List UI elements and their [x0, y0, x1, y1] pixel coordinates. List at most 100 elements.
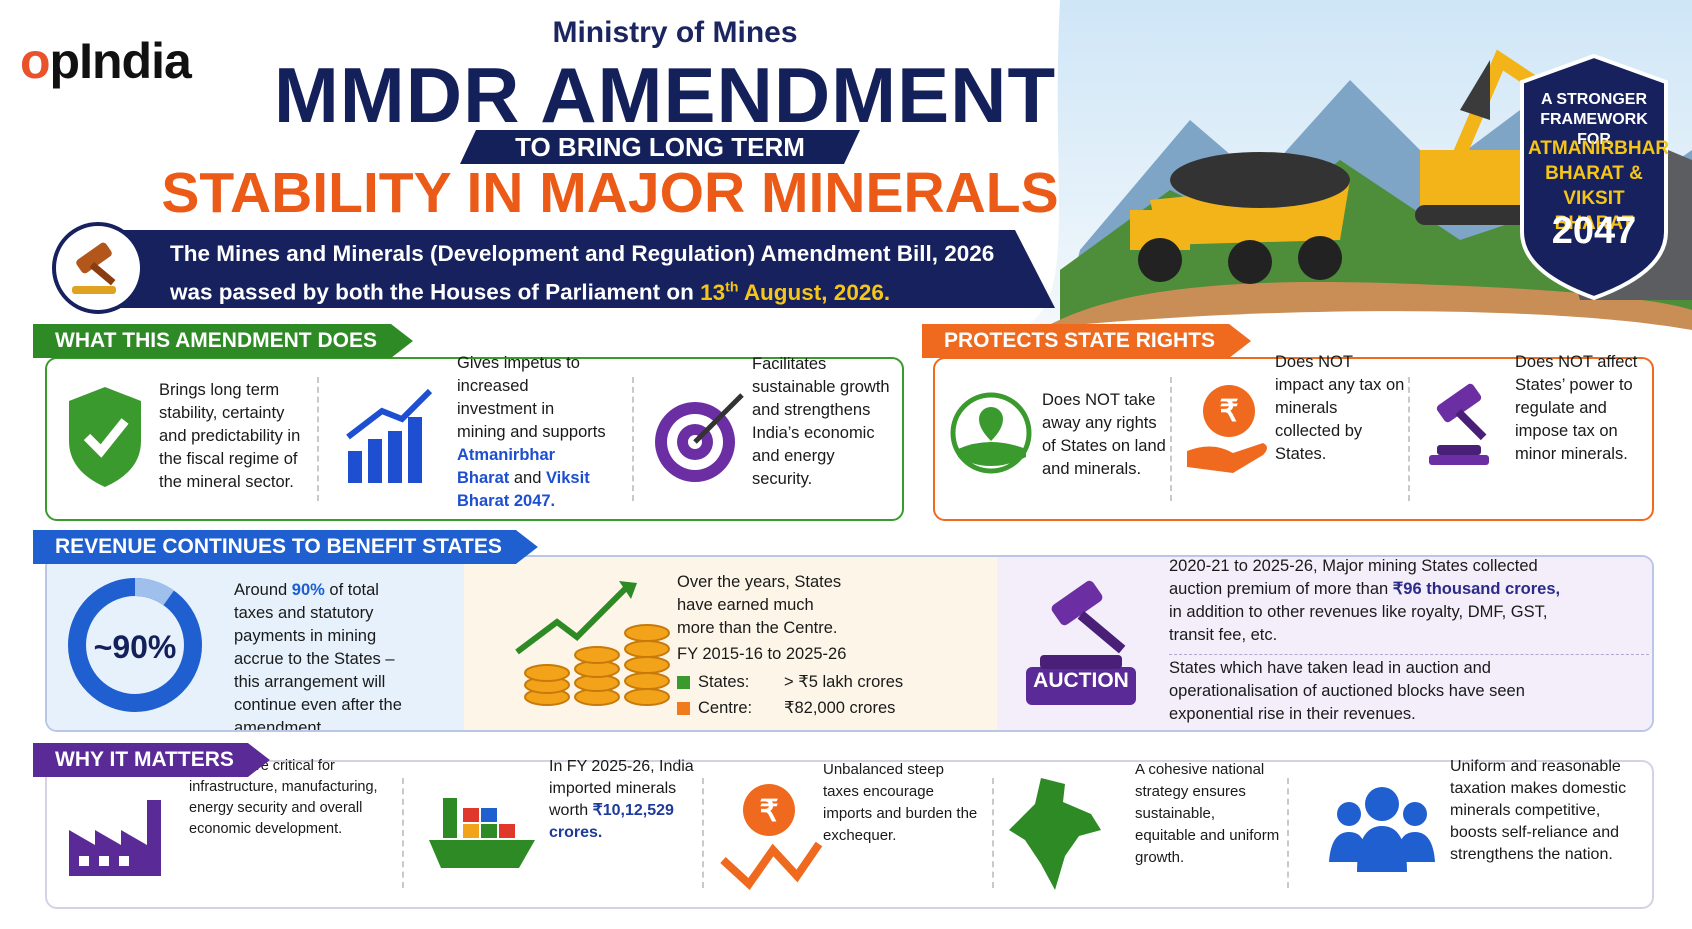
date-day: 13 [700, 279, 726, 305]
banner: TO BRING LONG TERM [460, 130, 860, 164]
divider [1408, 377, 1410, 501]
india-map-icon [1009, 778, 1101, 890]
badge-shape [1520, 53, 1668, 301]
legend-amount: ₹82,000 crores [784, 699, 896, 717]
divider [317, 377, 319, 501]
why-item: Unbalanced steep taxes encourage imports… [823, 759, 983, 847]
growth-icon [346, 388, 433, 483]
legend: States: > ₹5 lakh crores Centre: ₹82,000 cr… [677, 669, 977, 721]
coins-icon [515, 581, 670, 706]
ring [68, 578, 202, 712]
date-rest: August, 2026. [743, 279, 891, 305]
rights-box: Does NOT take away any rights of States … [933, 353, 1654, 521]
section-tab: WHY IT MATTERS [33, 743, 270, 777]
divider [632, 377, 634, 501]
tax-burden-icon: ₹ [720, 784, 823, 890]
period: FY 2015-16 to 2025-26 [677, 645, 847, 663]
body-text: Around [234, 581, 292, 599]
auction-icon [1026, 580, 1136, 705]
revenue-box: ~90% Around 90% of total taxes and statu… [45, 555, 1654, 732]
body-text: Facilitates sustainable growth and stren… [752, 355, 890, 488]
body-text: Does NOT take away any rights of States … [1042, 391, 1166, 478]
highlight-text: 90% [291, 581, 325, 599]
divider [1170, 377, 1172, 501]
excavator [1415, 49, 1587, 225]
rights-item: Does NOT affect States’ power to regulat… [1515, 351, 1645, 466]
dump-truck [1130, 152, 1350, 284]
rights-item: Does NOT take away any rights of States … [1042, 389, 1172, 481]
gavel-icon [52, 222, 144, 314]
what-item: Gives impetus to increased investment in… [457, 352, 607, 513]
body-text: States which have taken lead in auction … [1169, 659, 1525, 723]
section-tab: REVENUE CONTINUES TO BENEFIT STATES [33, 530, 538, 564]
why-item: In FY 2025-26, India imported minerals w… [549, 756, 694, 844]
section-tab: WHAT THIS AMENDMENT DOES [33, 324, 413, 358]
legend-swatch [677, 701, 690, 715]
svg-text:₹: ₹ [759, 795, 778, 828]
body-text: Brings long term stability, certainty an… [159, 381, 301, 491]
highlight-text: ₹96 thousand crores, [1392, 580, 1561, 598]
what-box: Brings long term stability, certainty an… [45, 354, 904, 521]
ring-label: ~90% [93, 629, 177, 665]
land-icon [950, 392, 1032, 474]
body-text: Unbalanced steep taxes encourage imports… [823, 761, 978, 844]
ship-icon [429, 798, 535, 868]
bill-line: The Mines and Minerals (Development and … [170, 241, 995, 266]
lead-text: States which have taken lead in auction … [1169, 657, 1569, 726]
legend-row: Centre: ₹82,000 crores [677, 695, 977, 721]
share-text: Around 90% of total taxes and statutory … [234, 579, 409, 732]
what-item: Brings long term stability, certainty an… [159, 379, 309, 494]
legend-amount: > ₹5 lakh crores [784, 673, 904, 691]
shield-icon [69, 387, 141, 487]
logo: opIndia [20, 33, 192, 89]
earned-text: Over the years, States have earned much … [677, 573, 842, 637]
body-text: 2020-21 to 2025-26, Major mining States … [1169, 557, 1538, 598]
auction-label: AUCTION [1033, 669, 1129, 692]
gavel-icon [1429, 383, 1489, 465]
bill-text: The Mines and Minerals (Development and … [170, 238, 995, 308]
auction-text: 2020-21 to 2025-26, Major mining States … [1169, 557, 1569, 647]
what-item: Facilitates sustainable growth and stren… [752, 353, 897, 491]
body-text: of total taxes and statutory payments in… [234, 581, 402, 732]
highlight-text: Viksit Bharat 2047. [457, 469, 590, 510]
date: 13th August, 2026. [700, 278, 891, 305]
target-icon [655, 393, 744, 482]
title: MMDR AMENDMENT [273, 51, 1057, 139]
divider [992, 778, 994, 888]
body-text: Uniform and reasonable taxation makes do… [1450, 758, 1627, 863]
body-text: In FY 2025-26, India imported minerals w… [549, 758, 694, 819]
people-icon [1329, 787, 1435, 872]
badge: A STRONGER FRAMEWORK FOR ATMANIRBHAR BHA… [1518, 52, 1670, 302]
svg-text:₹: ₹ [1219, 395, 1238, 428]
why-item: Uniform and reasonable taxation makes do… [1450, 756, 1635, 866]
legend-label: States: [698, 672, 750, 691]
body-text: A cohesive national strategy ensures sus… [1135, 761, 1280, 866]
body-text: Does NOT impact any tax on minerals coll… [1275, 353, 1405, 463]
highlight-text: ₹10,12,529 crores. [549, 802, 674, 841]
tax-icon: ₹ [1187, 385, 1267, 473]
divider [1287, 778, 1289, 888]
bill-line: was passed by both the Houses of Parliam… [170, 279, 694, 305]
body-text: and [509, 469, 546, 487]
section-tab: PROTECTS STATE RIGHTS [922, 324, 1251, 358]
date-suffix: th [725, 278, 739, 294]
divider [1169, 654, 1649, 655]
legend-row: States: > ₹5 lakh crores [677, 669, 977, 695]
factory-icon [69, 800, 161, 876]
body-text: in addition to other revenues like royal… [1169, 603, 1548, 644]
body-text: Gives impetus to increased investment in… [457, 354, 606, 441]
bill-box: The Mines and Minerals (Development and … [55, 230, 1055, 308]
why-item: A cohesive national strategy ensures sus… [1135, 759, 1280, 869]
rights-item: Does NOT impact any tax on minerals coll… [1275, 351, 1405, 466]
body-text: Does NOT affect States’ power to regulat… [1515, 353, 1638, 463]
why-box: Minerals are critical for infrastructure… [45, 758, 1654, 909]
legend-label: Centre: [698, 698, 753, 717]
highlight-text: Atmanirbhar Bharat [457, 446, 556, 487]
divider [402, 778, 404, 888]
badge-highlight: ATMANIRBHAR BHARAT & VIKSIT BHARAT [1528, 138, 1670, 234]
badge-top: A STRONGER FRAMEWORK FOR [1540, 91, 1648, 148]
legend-swatch [677, 675, 690, 689]
ministry: Ministry of Mines [552, 16, 798, 49]
badge-year: 2047 [1551, 210, 1637, 252]
